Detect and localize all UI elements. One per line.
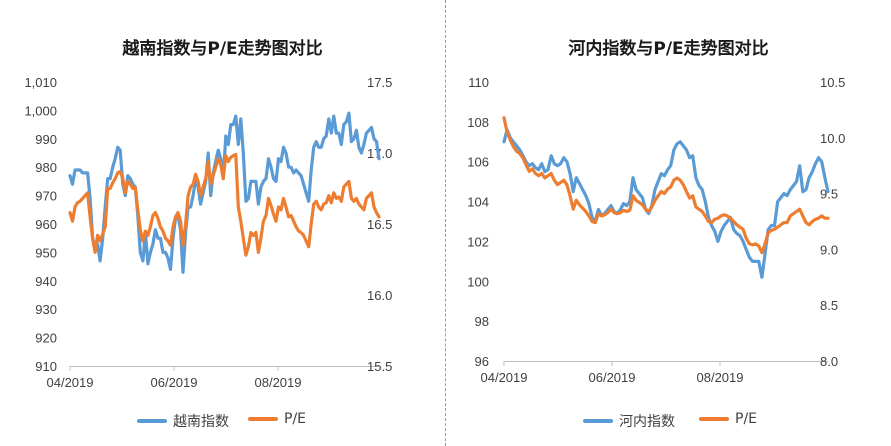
y-left-tick-label: 104 xyxy=(467,195,489,210)
y-right-tick-label: 10.5 xyxy=(820,75,845,90)
y-right-tick-label: 10.0 xyxy=(820,131,845,146)
y-left-tick-label: 1,010 xyxy=(24,75,57,90)
chart-title: 越南指数与P/E走势图对比 xyxy=(122,39,323,59)
y-left-tick-label: 910 xyxy=(35,359,57,374)
y-left-tick-label: 100 xyxy=(467,274,489,289)
legend-label-pe: P/E xyxy=(284,411,307,427)
y-left-tick-label: 98 xyxy=(475,314,489,329)
legend-swatch-index xyxy=(137,419,167,423)
y-left-tick-label: 940 xyxy=(35,274,57,289)
y-left-tick-label: 1,000 xyxy=(24,103,57,118)
y-right-tick-label: 16.0 xyxy=(367,288,392,303)
y-right-tick-label: 8.0 xyxy=(820,354,838,369)
x-tick-label: 06/2019 xyxy=(589,370,636,385)
y-right-tick-label: 9.5 xyxy=(820,187,838,202)
legend-label-pe: P/E xyxy=(735,411,758,427)
legend-entry-pe: P/E xyxy=(699,411,757,427)
y-right-tick-label: 16.5 xyxy=(367,217,392,232)
y-left-tick-label: 950 xyxy=(35,245,57,260)
y-left-tick-label: 108 xyxy=(467,115,489,130)
legend-swatch-pe xyxy=(248,417,278,421)
y-right-tick-label: 8.5 xyxy=(820,298,838,313)
panel-divider xyxy=(445,0,446,446)
legend-label-index: 越南指数 xyxy=(173,414,229,430)
y-left-tick-label: 990 xyxy=(35,132,57,147)
y-left-tick-label: 110 xyxy=(468,75,489,90)
y-right-tick-label: 17.5 xyxy=(367,75,392,90)
y-left-tick-label: 96 xyxy=(475,354,489,369)
y-left-tick-label: 980 xyxy=(35,160,57,175)
y-right-tick-label: 15.5 xyxy=(367,359,392,374)
chart-legend: 河内指数 P/E xyxy=(446,411,891,433)
legend-entry-pe: P/E xyxy=(248,411,306,427)
x-tick-label: 04/2019 xyxy=(481,370,528,385)
x-tick-label: 08/2019 xyxy=(255,375,302,390)
legend-swatch-pe xyxy=(699,417,729,421)
y-left-tick-label: 920 xyxy=(35,331,57,346)
pe-series-line xyxy=(68,152,381,257)
index-series-line xyxy=(502,128,830,279)
x-tick-label: 04/2019 xyxy=(47,375,94,390)
legend-swatch-index xyxy=(583,419,613,423)
x-tick-label: 08/2019 xyxy=(697,370,744,385)
y-left-tick-label: 106 xyxy=(467,155,489,170)
y-left-tick-label: 102 xyxy=(467,234,489,249)
legend-label-index: 河内指数 xyxy=(619,414,675,430)
chart-title: 河内指数与P/E走势图对比 xyxy=(568,39,769,59)
y-right-tick-label: 9.0 xyxy=(820,242,838,257)
legend-entry-index: 越南指数 xyxy=(137,411,229,431)
y-left-tick-label: 960 xyxy=(35,217,57,232)
y-left-tick-label: 930 xyxy=(35,302,57,317)
hnx-index-chart: 96 98 100 102 104 106 108 110 8.0 8.5 9.0 9.5 10.0 10… xyxy=(467,75,845,385)
chart-legend: 越南指数 P/E xyxy=(0,411,445,433)
y-left-tick-label: 970 xyxy=(35,189,57,204)
vn-index-chart-panel: 越南指数与P/E走势图对比 910 920 930 940 950 960 970 980 99… xyxy=(0,0,445,446)
pe-series-line xyxy=(502,116,830,255)
legend-entry-index: 河内指数 xyxy=(583,411,675,431)
x-tick-label: 06/2019 xyxy=(151,375,198,390)
hnx-index-chart-panel: 河内指数与P/E走势图对比 96 98 100 102 104 106 108 110 8.0 8… xyxy=(446,0,891,446)
vn-index-chart: 910 920 930 940 950 960 970 980 990 1,000 1,010 15.… xyxy=(24,75,392,390)
